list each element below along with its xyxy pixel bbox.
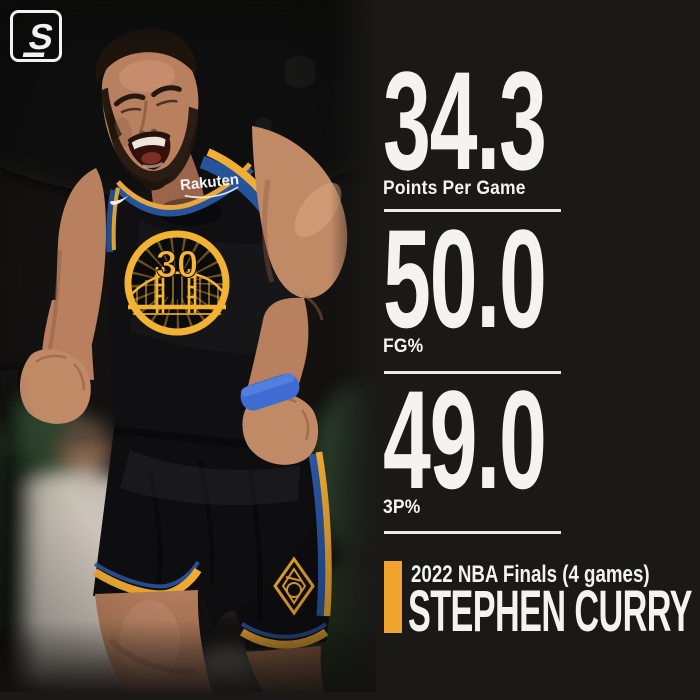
stat-points-per-game: 34.3 Points Per Game (383, 51, 647, 200)
series-context: 2022 NBA Finals (4 games) (411, 561, 700, 589)
stat-value: 50.0 (383, 200, 547, 357)
thescore-logo-icon: S (10, 10, 62, 62)
player-photo-illustration: 30 Rakuten (0, 0, 450, 700)
stat-label: Points Per Game (383, 178, 526, 199)
series-context-text: 2022 NBA Finals (4 games) (411, 561, 650, 588)
divider (384, 209, 561, 212)
stat-value: 49.0 (383, 361, 547, 518)
accent-bar (384, 561, 402, 633)
thescore-logo: S (10, 10, 62, 62)
player-name-text: STEPHEN CURRY (408, 579, 692, 644)
player-photo: 30 Rakuten (0, 0, 450, 700)
divider (384, 531, 561, 534)
stat-three-point-pct: 49.0 3P% (383, 370, 647, 519)
logo-letter: S (26, 16, 57, 57)
stat-field-goal-pct: 50.0 FG% (383, 209, 647, 358)
divider (384, 371, 561, 374)
player-name: STEPHEN CURRY (408, 583, 700, 641)
stat-label: 3P% (383, 497, 421, 518)
stat-value: 34.3 (383, 42, 547, 199)
stat-label: FG% (383, 336, 424, 357)
